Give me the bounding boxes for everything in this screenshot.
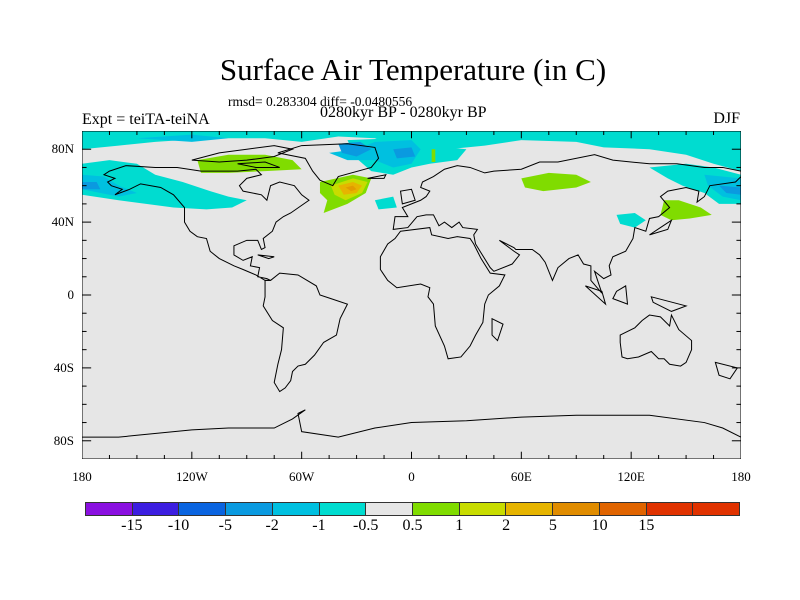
colorbar-swatch	[319, 503, 367, 515]
axis-ticks	[82, 131, 741, 459]
period-label: 0280kyr BP - 0280kyr BP	[320, 104, 487, 121]
longitude-tick-label: 60E	[510, 469, 532, 484]
arctic-archipelago-coast	[191, 145, 295, 168]
stats-label: rmsd= 0.283304 diff= -0.0480556	[228, 94, 413, 109]
colorbar-label: -1	[312, 517, 326, 534]
colorbar-label: -15	[121, 517, 143, 534]
colorbar-swatch	[646, 503, 694, 515]
colorbar-swatch	[226, 503, 273, 515]
longitude-tick-label: 180	[72, 469, 92, 484]
greenland-coast	[277, 143, 380, 187]
colorbar-label: -0.5	[353, 517, 379, 534]
colorbar-swatch	[272, 503, 320, 515]
colorbar-label: 0.5	[402, 517, 423, 534]
colorbar-swatch	[459, 503, 507, 515]
longitude-tick-label: 180	[731, 469, 751, 484]
colorbar-swatch	[413, 503, 460, 515]
islands-coast	[257, 174, 739, 380]
colorbar-swatch	[366, 503, 414, 515]
longitude-tick-label: 120E	[617, 469, 645, 484]
season-label: DJF	[713, 110, 740, 127]
colorbar-label: -2	[265, 517, 279, 534]
colorbar-label: 5	[548, 517, 557, 534]
colorbar-label: 15	[638, 517, 655, 534]
latitude-tick-label: 80S	[53, 432, 74, 448]
colorbar	[85, 502, 740, 516]
latitude-tick-label: 80N	[51, 141, 74, 157]
longitude-tick-label: 120W	[175, 469, 208, 484]
temperature-map	[82, 131, 741, 459]
antarctica-coast	[82, 409, 741, 438]
africa-coast	[379, 227, 506, 360]
eurasia-coast	[392, 154, 741, 294]
colorbar-swatch	[599, 503, 647, 515]
map-background	[82, 131, 741, 459]
colorbar-swatch	[179, 503, 227, 515]
colorbar-label: -10	[167, 517, 190, 534]
anomaly-contours	[82, 131, 741, 228]
latitude-tick-label: 40S	[53, 359, 74, 375]
south-america-coast	[262, 272, 349, 393]
colorbar-label: 2	[502, 517, 511, 534]
north-america-coast	[102, 165, 310, 281]
colorbar-swatch	[132, 503, 180, 515]
latitude-tick-label: 0	[67, 287, 75, 302]
colorbar-swatch	[553, 503, 600, 515]
colorbar-label: -5	[218, 517, 233, 534]
longitude-tick-label: 60W	[289, 469, 315, 484]
plot-title: Surface Air Temperature (in C)	[219, 52, 607, 87]
experiment-label: Expt = teiTA-teiNA	[82, 111, 210, 128]
latitude-tick-label: 40N	[51, 214, 74, 230]
coastlines	[82, 143, 741, 438]
colorbar-label: 10	[591, 517, 608, 534]
colorbar-swatch	[86, 503, 133, 515]
colorbar-label: 1	[455, 517, 464, 534]
colorbar-swatch	[693, 503, 740, 515]
longitude-tick-label: 0	[408, 469, 415, 484]
colorbar-swatch	[506, 503, 554, 515]
australia-coast	[619, 313, 693, 367]
